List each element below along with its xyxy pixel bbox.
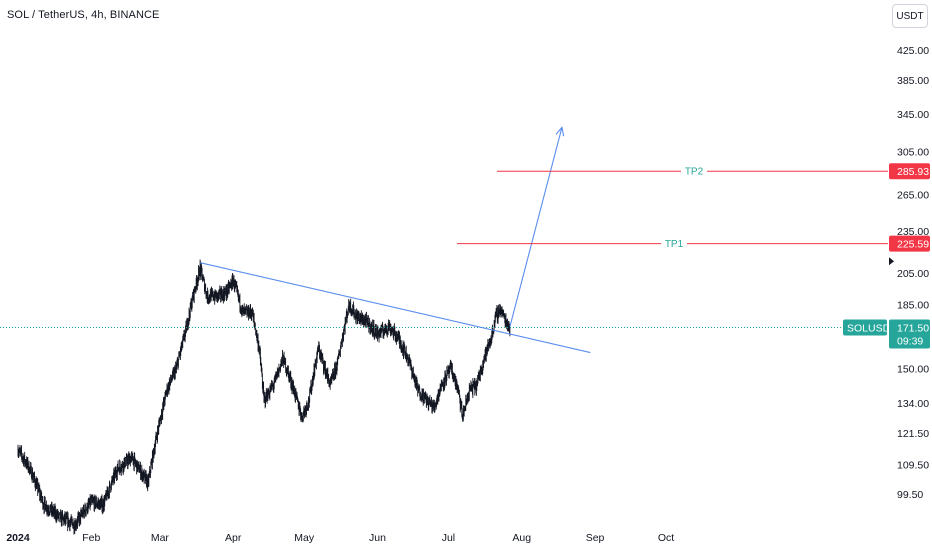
currency-button[interactable]: USDT bbox=[892, 4, 928, 28]
time-tick-label: Sep bbox=[586, 532, 605, 544]
last-price-text: 171.50 bbox=[897, 323, 929, 335]
time-tick-label: Jul bbox=[442, 532, 455, 544]
time-tick-label: Mar bbox=[151, 532, 170, 544]
axis-marker-icon bbox=[889, 257, 894, 266]
time-tick-label: 2024 bbox=[6, 532, 30, 544]
price-tick-label: 121.50 bbox=[897, 428, 929, 440]
last-price-tag bbox=[889, 319, 930, 349]
time-axis[interactable]: 2024 Feb Mar Apr May Jun Jul Aug Sep Oct bbox=[6, 532, 674, 544]
time-tick-label: Jun bbox=[369, 532, 386, 544]
price-tick-label: 235.00 bbox=[897, 226, 929, 238]
time-tick-label: Aug bbox=[512, 532, 531, 544]
trendline bbox=[199, 262, 591, 354]
target-label-tp2: TP2 bbox=[685, 167, 704, 178]
symbol-tag-text: SOLUSDT bbox=[847, 323, 897, 335]
price-tick-label: 345.00 bbox=[897, 109, 929, 121]
target-price-tag bbox=[889, 235, 930, 252]
arrow-head bbox=[555, 126, 565, 137]
time-tick-label: May bbox=[294, 532, 315, 544]
price-tick-label: 185.00 bbox=[897, 299, 929, 311]
time-tick-label: Apr bbox=[225, 532, 242, 544]
price-tick-label: 305.00 bbox=[897, 146, 929, 158]
price-tick-label: 385.00 bbox=[897, 75, 929, 87]
countdown-text: 09:39 bbox=[897, 336, 923, 348]
symbol-tag bbox=[843, 319, 887, 336]
projection-arrow bbox=[509, 127, 563, 327]
annotations: TP2 TP1 bbox=[0, 126, 888, 354]
price-tick-label: 99.50 bbox=[897, 489, 923, 501]
time-tick-label: Oct bbox=[658, 532, 674, 544]
price-axis[interactable]: 99.50 109.50 121.50 134.00 150.00 185.00 205.0… bbox=[897, 45, 929, 501]
chart-title: SOL / TetherUS, 4h, BINANCE bbox=[7, 9, 160, 21]
target-label-tp1: TP1 bbox=[665, 239, 684, 250]
target-price-tag-text: 225.59 bbox=[897, 239, 929, 251]
candles bbox=[17, 259, 511, 535]
price-tick-label: 205.00 bbox=[897, 268, 929, 280]
target-price-tag-text: 285.93 bbox=[897, 166, 929, 178]
time-tick-label: Feb bbox=[82, 532, 100, 544]
price-tick-label: 150.00 bbox=[897, 363, 929, 375]
price-tick-label: 425.00 bbox=[897, 45, 929, 57]
price-tick-label: 265.00 bbox=[897, 189, 929, 201]
price-tick-label: 134.00 bbox=[897, 398, 929, 410]
price-tick-label: 109.50 bbox=[897, 460, 929, 472]
target-price-tag bbox=[889, 163, 930, 180]
